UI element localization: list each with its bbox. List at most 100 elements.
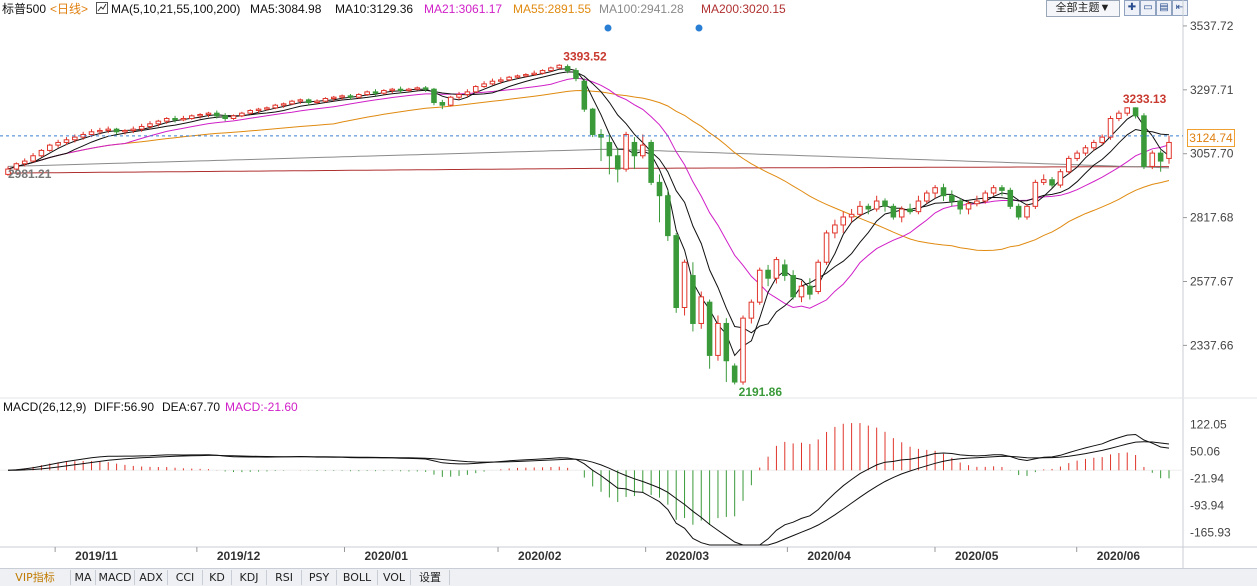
candle-up	[873, 200, 880, 210]
candle-up	[13, 163, 20, 170]
candle-down	[564, 66, 571, 72]
date-label: 2020/02	[518, 549, 562, 563]
candle-down	[957, 200, 963, 210]
candle-down	[439, 102, 446, 106]
ma55-value: MA55:2891.55	[513, 2, 592, 16]
candle-up	[489, 80, 496, 85]
candle-up	[1065, 157, 1072, 173]
candle-up	[857, 205, 863, 215]
price-tick-label: 2817.68	[1190, 211, 1234, 225]
candle-up	[188, 115, 195, 119]
ma-settings-icon[interactable]	[96, 2, 108, 17]
layout-icon[interactable]: ▤	[1156, 0, 1172, 16]
candle-up	[339, 95, 345, 98]
candle-up	[314, 100, 320, 104]
candle-up	[197, 114, 203, 117]
candle-down	[573, 70, 579, 80]
candle-down	[940, 187, 947, 197]
candle-up	[381, 90, 387, 94]
date-label: 2019/12	[217, 549, 261, 563]
candle-up	[1124, 107, 1131, 114]
candle-up	[640, 144, 646, 157]
candle-down	[765, 269, 771, 279]
candle-up	[30, 155, 36, 162]
tab-vip[interactable]: VIP指标	[0, 570, 71, 585]
candle-up	[205, 112, 212, 115]
candle-down	[372, 91, 379, 94]
candle-up	[548, 67, 554, 72]
candle-down	[790, 275, 796, 298]
candle-down	[397, 88, 404, 92]
tab-vol[interactable]: VOL	[378, 570, 411, 585]
date-label: 2020/03	[666, 549, 710, 563]
candle-down	[347, 95, 354, 98]
macd-tick-label: -93.94	[1190, 498, 1224, 512]
candle-up	[38, 149, 45, 157]
candle-up	[1116, 112, 1122, 119]
candle-up	[815, 261, 821, 293]
candle-down	[1141, 115, 1147, 167]
candle-up	[756, 269, 763, 303]
candle-up	[55, 141, 61, 146]
ma100-value: MA100:2941.28	[599, 2, 684, 16]
date-label: 2020/06	[1097, 549, 1141, 563]
candle-up	[239, 112, 245, 117]
candle-down	[731, 365, 738, 383]
candle-down	[673, 235, 679, 308]
price-chart[interactable]: 3537.72 3297.71 3057.70 2817.68 2577.67 2337.…	[0, 0, 1257, 568]
theme-select[interactable]: 全部主题▼	[1046, 0, 1120, 17]
candle-down	[422, 87, 429, 90]
candle-up	[798, 285, 805, 298]
candle-up	[63, 139, 70, 143]
candle-up	[1099, 136, 1105, 143]
tab-cci[interactable]: CCI	[168, 570, 203, 585]
candle-up	[1040, 179, 1047, 183]
candle-up	[456, 94, 462, 98]
tab-adx[interactable]: ADX	[135, 570, 168, 585]
tab-settings[interactable]: 设置	[411, 570, 450, 585]
candle-up	[923, 192, 930, 202]
candle-up	[1166, 141, 1172, 159]
candle-up	[1082, 147, 1089, 154]
window-icon[interactable]: ▭	[1140, 0, 1156, 16]
candle-up	[280, 103, 287, 106]
candle-down	[949, 195, 955, 202]
tab-boll[interactable]: BOLL	[337, 570, 378, 585]
tab-kdj[interactable]: KDJ	[232, 570, 267, 585]
candle-down	[690, 275, 696, 324]
price-tick-label: 3057.70	[1190, 147, 1234, 161]
price-tick-label: 3537.72	[1190, 19, 1234, 33]
event-marker	[695, 24, 703, 32]
tab-macd[interactable]: MACD	[96, 570, 135, 585]
symbol-label: 标普500	[2, 2, 47, 16]
candle-down	[214, 112, 220, 117]
grid-icon[interactable]: ✚	[1124, 0, 1140, 16]
candle-up	[506, 76, 512, 81]
candle-down	[631, 141, 638, 157]
ma5-line	[7, 68, 1170, 357]
ma10-line	[7, 71, 1170, 334]
candle-up	[823, 232, 830, 263]
period-label[interactable]: <日线>	[50, 2, 89, 16]
macd-dea: DEA:67.70	[162, 400, 221, 414]
candle-up	[840, 216, 847, 226]
scroll-icon[interactable]: ⇤	[1172, 0, 1188, 16]
candle-down	[305, 99, 312, 104]
macd-tick-label: -165.93	[1190, 525, 1231, 539]
candle-up	[414, 87, 421, 90]
event-marker	[604, 24, 612, 32]
tab-kd[interactable]: KD	[203, 570, 232, 585]
tab-rsi[interactable]: RSI	[267, 570, 302, 585]
candle-up	[122, 129, 128, 133]
candle-up	[255, 108, 262, 112]
ma-params: MA(5,10,21,55,100,200)	[111, 2, 241, 16]
tab-ma[interactable]: MA	[71, 570, 96, 585]
current-price-badge: 3124.74	[1187, 129, 1235, 147]
candle-up	[155, 120, 162, 125]
ma200-value: MA200:3020.15	[701, 2, 786, 16]
date-label: 2019/11	[75, 549, 118, 563]
tab-psy[interactable]: PSY	[302, 570, 337, 585]
candle-down	[665, 195, 671, 237]
candle-up	[88, 131, 95, 135]
candle-up	[982, 192, 989, 202]
